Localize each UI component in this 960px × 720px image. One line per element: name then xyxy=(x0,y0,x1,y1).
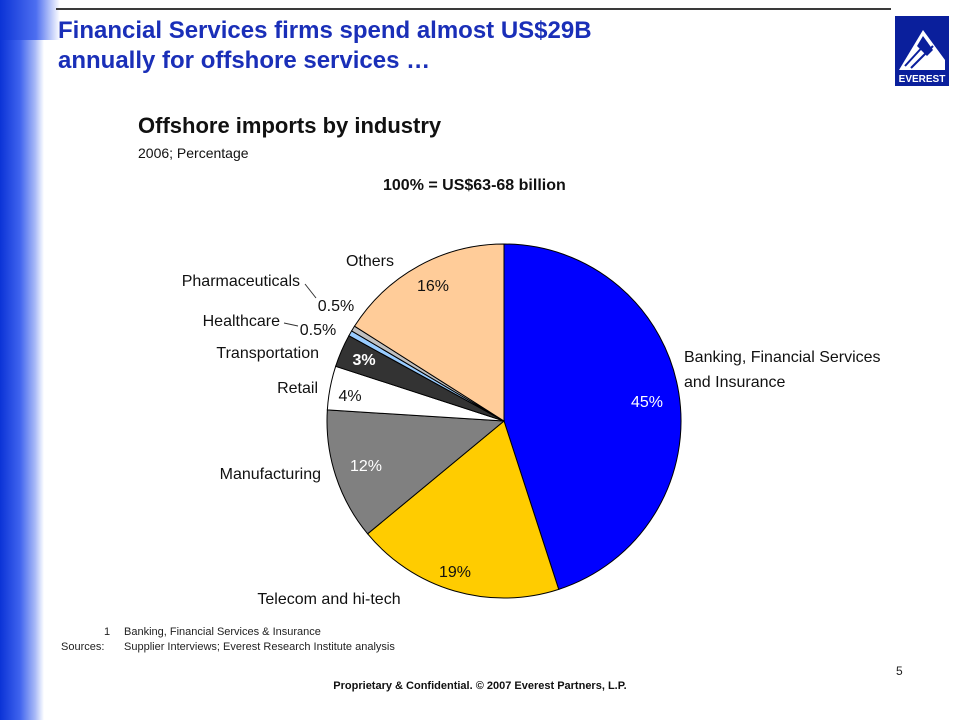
value-transportation: 3% xyxy=(352,352,375,369)
pie-slice-manufacturing xyxy=(326,409,506,535)
chart-subtitle: 2006; Percentage xyxy=(138,145,249,161)
title-rule xyxy=(56,8,891,10)
everest-logo: EVEREST xyxy=(895,16,949,86)
pie-slice-telecom-and-hi-tech xyxy=(366,420,560,599)
label-bfsi-line1: Banking, Financial Services xyxy=(684,349,881,366)
value-healthcare: 0.5% xyxy=(300,322,336,339)
value-retail: 4% xyxy=(338,388,361,405)
sources-text: Supplier Interviews; Everest Research In… xyxy=(124,641,395,653)
value-telecom: 19% xyxy=(439,564,471,581)
headline-line-1: Financial Services firms spend almost US… xyxy=(58,17,592,44)
value-bfsi: 45% xyxy=(631,394,663,411)
footnote-number: 1 xyxy=(104,626,111,638)
logo-stripe-1 xyxy=(904,41,928,67)
chart-title: Offshore imports by industry xyxy=(138,113,442,138)
pie-slice-others xyxy=(353,243,505,422)
leader-pharmaceuticals xyxy=(304,283,317,299)
label-healthcare: Healthcare xyxy=(203,313,280,330)
logo-text: EVEREST xyxy=(899,74,946,85)
label-others: Others xyxy=(346,253,394,270)
chart-total-label: 100% = US$63-68 billion xyxy=(383,177,566,194)
value-manufacturing: 12% xyxy=(350,458,382,475)
pie-labels: Banking, Financial Services and Insuranc… xyxy=(182,253,881,608)
label-bfsi-line2: and Insurance xyxy=(684,374,786,391)
pie-slice-banking-financial-services-and-insurance xyxy=(503,243,682,590)
label-retail: Retail xyxy=(277,380,318,397)
side-gradient-bar xyxy=(0,0,44,720)
pie-leader-lines xyxy=(283,283,317,327)
side-gradient-top xyxy=(0,0,60,40)
value-pharmaceuticals: 0.5% xyxy=(318,298,354,315)
slide-headline: Financial Services firms spend almost US… xyxy=(58,16,858,76)
logo-stripe-2 xyxy=(910,45,934,69)
sources-label: Sources: xyxy=(61,641,105,653)
label-pharmaceuticals: Pharmaceuticals xyxy=(182,273,300,290)
confidential-notice: Proprietary & Confidential. © 2007 Evere… xyxy=(333,680,627,692)
pie-slices xyxy=(326,243,682,599)
leader-healthcare xyxy=(283,322,299,327)
label-manufacturing: Manufacturing xyxy=(220,466,321,483)
value-others: 16% xyxy=(417,278,449,295)
label-telecom: Telecom and hi-tech xyxy=(257,591,400,608)
page-number: 5 xyxy=(896,664,903,678)
label-transportation: Transportation xyxy=(216,345,319,362)
footnote-text: Banking, Financial Services & Insurance xyxy=(124,626,321,638)
headline-line-2: annually for offshore services … xyxy=(58,47,431,74)
